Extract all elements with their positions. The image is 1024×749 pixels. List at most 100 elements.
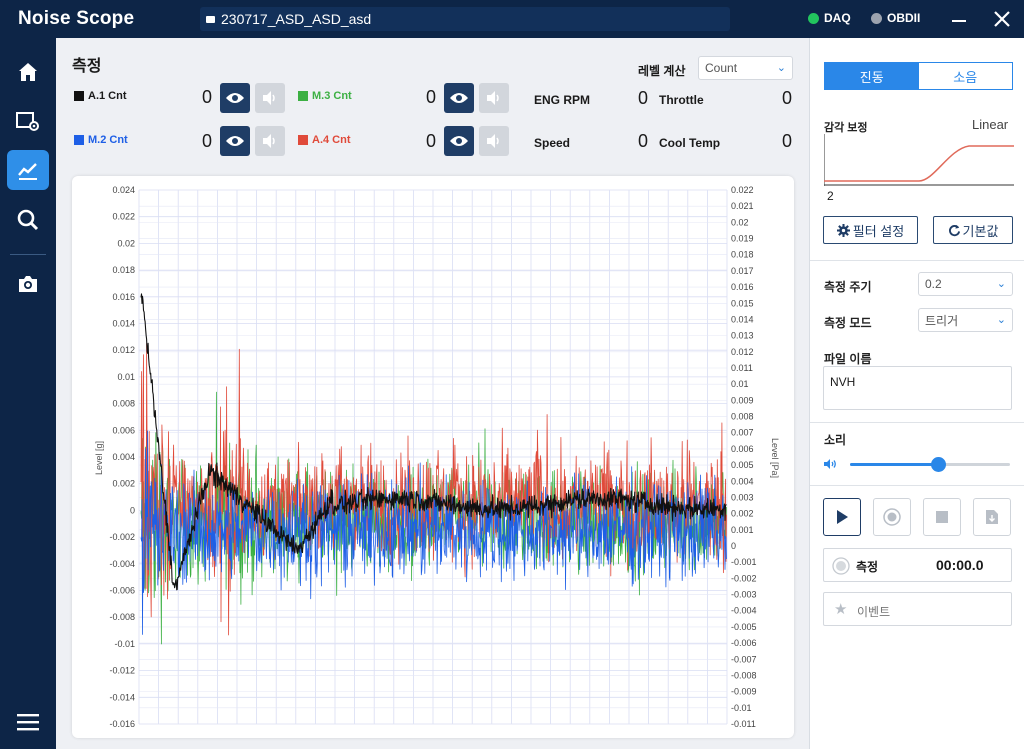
y-tick-label: 0.012 (112, 345, 135, 355)
series-a1-black (140, 293, 727, 591)
close-button[interactable] (989, 6, 1015, 32)
level-calc-label: 레벨 계산 (638, 64, 686, 78)
reset-icon (948, 224, 960, 236)
title-bar: Noise Scope 230717_ASD_ASD_asd DAQ OBDII (0, 0, 1024, 38)
settings-screen-icon (16, 112, 39, 131)
eye-icon (226, 136, 244, 146)
eng-rpm-value: 0 (638, 88, 649, 108)
play-icon (837, 510, 848, 524)
gear-icon (836, 223, 850, 237)
a1-sound-button[interactable] (255, 83, 285, 113)
weighting-label: 감각 보정 (824, 122, 868, 134)
filename-label: 파일 이름 (824, 352, 872, 366)
divider (810, 260, 1024, 261)
channel-a1-value: 0 (202, 87, 213, 107)
y2-tick-label: -0.004 (731, 606, 757, 616)
save-file-button[interactable] (973, 498, 1011, 536)
minimize-button[interactable] (946, 6, 972, 32)
minimize-icon (952, 20, 966, 22)
right-panel: 진동 소음 감각 보정 Linear 2 필터 설정 기본값 측정 주기 0.2… (809, 38, 1024, 749)
filename-input[interactable]: NVH (823, 366, 1012, 410)
save-file-icon (986, 510, 998, 524)
channel-m3-label: M.3 Cnt (298, 90, 352, 102)
file-name-field[interactable]: 230717_ASD_ASD_asd (200, 7, 730, 31)
obd-label: OBDII (887, 11, 921, 25)
sidebar-menu-button[interactable] (7, 702, 49, 742)
y-tick-label: -0.002 (109, 532, 135, 542)
play-button[interactable] (823, 498, 861, 536)
volume-knob[interactable] (931, 457, 946, 472)
y2-tick-label: -0.009 (731, 687, 757, 697)
tab-vibration[interactable]: 진동 (825, 63, 919, 89)
default-label: 기본값 (962, 223, 999, 239)
y2-tick-label: 0.002 (731, 509, 754, 519)
y-tick-label: 0.006 (112, 425, 135, 435)
y2-tick-label: 0.015 (731, 298, 754, 308)
app-title: Noise Scope (18, 8, 135, 29)
y-tick-label: -0.004 (109, 559, 135, 569)
volume-slider[interactable] (850, 457, 1010, 472)
series-m2-blue (140, 430, 727, 635)
camera-icon (19, 276, 37, 292)
sidebar-item-chart[interactable] (7, 150, 49, 190)
daq-status: DAQ (808, 11, 851, 25)
m2-visibility-button[interactable] (220, 126, 250, 156)
sidebar-divider (10, 254, 46, 255)
channel-a4-name: A.4 Cnt (312, 134, 351, 146)
measure-label: 측정 (856, 560, 879, 574)
y-tick-label: 0.022 (112, 212, 135, 222)
close-icon (994, 11, 1010, 27)
measure-indicator-icon (832, 557, 850, 575)
m2-sound-button[interactable] (255, 126, 285, 156)
a4-sound-button[interactable] (479, 126, 509, 156)
y-tick-label: 0.016 (112, 292, 135, 302)
y2-tick-label: 0.006 (731, 444, 754, 454)
tab-sound[interactable]: 소음 (918, 63, 1012, 89)
channel-a4-label: A.4 Cnt (298, 134, 351, 146)
signal-chart[interactable]: 0.024 0.022 0.02 0.018 0.016 0.014 0.012 0.01 0.… (72, 176, 794, 738)
a4-color-swatch (298, 135, 308, 145)
a4-visibility-button[interactable] (444, 126, 474, 156)
home-icon (19, 63, 37, 81)
m3-color-swatch (298, 91, 308, 101)
chevron-down-icon: ⌄ (996, 314, 1006, 326)
main-panel: 측정 레벨 계산 Count ⌄ A.1 Cnt 0 M.3 Cnt 0 M.2… (56, 38, 809, 749)
y2-tick-label: 0.011 (731, 363, 753, 373)
channel-m3-value: 0 (426, 87, 437, 107)
sidebar-item-search[interactable] (7, 200, 49, 240)
y2-tick-label: -0.01 (731, 703, 752, 713)
chevron-down-icon: ⌄ (776, 62, 786, 74)
obd-status: OBDII (871, 11, 920, 25)
y-tick-label: 0.014 (112, 319, 135, 329)
file-name: 230717_ASD_ASD_asd (221, 11, 372, 27)
weighting-curve (824, 134, 1014, 186)
y2-tick-label: 0.02 (731, 217, 749, 227)
chart-card: 0.024 0.022 0.02 0.018 0.016 0.014 0.012 0.01 0.… (72, 176, 794, 738)
default-button[interactable]: 기본값 (933, 216, 1013, 244)
y-tick-label: -0.014 (109, 692, 135, 702)
speaker-icon (487, 91, 499, 105)
sidebar-item-device-settings[interactable] (7, 102, 49, 142)
measure-status-box: 측정 00:00.0 (823, 548, 1012, 582)
y2-tick-label: -0.001 (731, 557, 757, 567)
sidebar (0, 38, 56, 749)
m3-sound-button[interactable] (479, 83, 509, 113)
a1-visibility-button[interactable] (220, 83, 250, 113)
divider (810, 422, 1024, 423)
record-button[interactable] (873, 498, 911, 536)
event-button[interactable]: ★ 이벤트 (823, 592, 1012, 626)
throttle-label: Throttle (659, 93, 704, 107)
level-calc-select[interactable]: Count ⌄ (698, 56, 793, 80)
sidebar-item-home[interactable] (7, 52, 49, 92)
mode-select[interactable]: 트리거 ⌄ (918, 308, 1013, 332)
sidebar-item-camera[interactable] (7, 264, 49, 304)
m3-visibility-button[interactable] (444, 83, 474, 113)
y-tick-label: -0.006 (109, 586, 135, 596)
y2-tick-label: 0.018 (731, 250, 754, 260)
filter-settings-button[interactable]: 필터 설정 (823, 216, 918, 244)
speed-label: Speed (534, 136, 571, 150)
y2-tick-label: -0.011 (731, 719, 756, 729)
stop-button[interactable] (923, 498, 961, 536)
period-select[interactable]: 0.2 ⌄ (918, 272, 1013, 296)
y-tick-label: 0.024 (112, 185, 135, 195)
